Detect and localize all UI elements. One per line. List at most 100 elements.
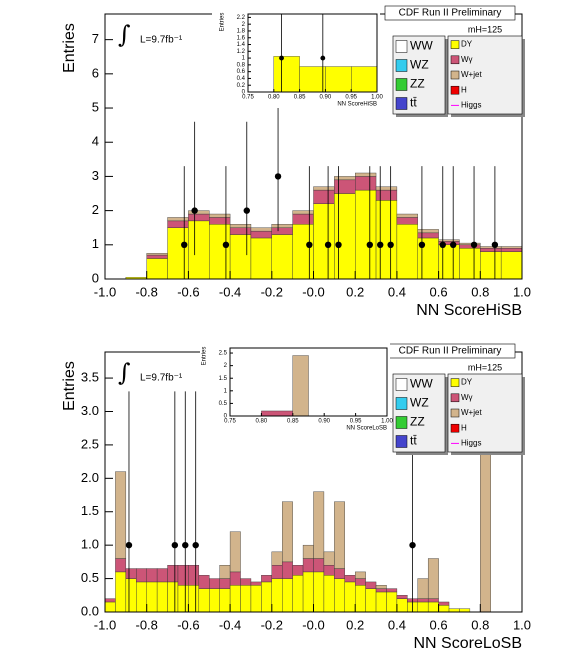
legend-label: Higgs bbox=[461, 439, 481, 448]
histogram-bar bbox=[302, 558, 314, 573]
x-tick-label: 0.85 bbox=[294, 95, 306, 101]
data-point bbox=[418, 241, 426, 249]
histogram-bar bbox=[313, 189, 335, 204]
legend-box bbox=[447, 35, 523, 115]
y-tick-label: 2.5 bbox=[219, 351, 228, 357]
histogram-bar bbox=[500, 248, 522, 252]
histogram-bar bbox=[459, 242, 481, 246]
x-tick-label: 0.6 bbox=[430, 284, 448, 299]
histogram-bar bbox=[427, 558, 439, 599]
histogram-bar bbox=[299, 66, 326, 92]
legend-swatch bbox=[450, 40, 460, 49]
y-tick-label: 0.5 bbox=[81, 570, 99, 585]
data-point bbox=[491, 241, 499, 249]
histogram-bar bbox=[344, 581, 356, 612]
histogram-bar bbox=[261, 581, 273, 612]
histogram-bar bbox=[459, 608, 471, 612]
x-tick-label: -0.4 bbox=[219, 617, 241, 632]
legend-swatch bbox=[450, 423, 460, 433]
histogram-bar bbox=[386, 591, 398, 612]
legend-label: Higgs bbox=[461, 101, 481, 110]
title-box bbox=[384, 5, 516, 21]
x-tick-label: 1.0 bbox=[513, 284, 531, 299]
histogram-bar bbox=[198, 588, 210, 612]
histogram-bar bbox=[177, 585, 189, 612]
histogram-bar bbox=[325, 66, 352, 92]
x-tick-label: 0.8 bbox=[471, 284, 489, 299]
histogram-bar bbox=[105, 601, 116, 612]
x-tick-label: 1.00 bbox=[371, 95, 383, 101]
histogram-bar bbox=[188, 565, 200, 586]
legend-swatch bbox=[450, 55, 460, 65]
legend-label: WZ bbox=[410, 396, 429, 410]
x-tick-label: -0.8 bbox=[135, 284, 157, 299]
x-axis-label: NN ScoreLoSB bbox=[414, 635, 523, 652]
histogram-bar bbox=[273, 56, 300, 92]
histogram-bar bbox=[375, 585, 387, 589]
histogram-bar bbox=[105, 598, 116, 603]
histogram-bar bbox=[417, 229, 439, 234]
legend-swatch bbox=[395, 40, 408, 53]
legend-label: W+jet bbox=[461, 408, 482, 417]
histogram-bar bbox=[229, 531, 241, 573]
histogram-bar bbox=[209, 588, 220, 612]
histogram-bar bbox=[355, 176, 377, 191]
data-point bbox=[243, 207, 250, 214]
y-tick-label: 1 bbox=[242, 56, 246, 62]
y-tick-label: 1.2 bbox=[237, 49, 246, 55]
histogram-bar bbox=[334, 578, 345, 612]
x-tick-label: -0.4 bbox=[219, 284, 241, 299]
histogram-bar bbox=[209, 578, 220, 589]
y-axis-label: Entries bbox=[61, 361, 78, 411]
x-tick-label: 0.90 bbox=[320, 95, 332, 101]
histogram-bar bbox=[323, 565, 335, 576]
histogram-bar bbox=[271, 227, 293, 235]
histogram-bar bbox=[323, 551, 335, 566]
histogram-bar bbox=[250, 237, 272, 279]
histogram-bar bbox=[334, 176, 356, 181]
x-tick-label: 0.95 bbox=[345, 95, 357, 101]
histogram-bar bbox=[209, 217, 231, 225]
y-tick-label: 0.5 bbox=[219, 401, 228, 407]
y-tick-label: 2.5 bbox=[81, 436, 99, 451]
legend-swatch bbox=[395, 59, 408, 72]
integral-sign: ∫ bbox=[118, 21, 131, 49]
histogram-bar bbox=[438, 605, 450, 612]
histogram-bar bbox=[427, 598, 439, 603]
histogram-bar bbox=[438, 244, 460, 279]
histogram-bar bbox=[282, 501, 293, 563]
histogram-bar bbox=[198, 575, 210, 589]
histogram-bar bbox=[115, 471, 127, 559]
histogram-bar bbox=[459, 248, 481, 279]
legend-label: WZ bbox=[410, 58, 429, 72]
legend-label: DY bbox=[461, 378, 473, 387]
histogram-bar bbox=[209, 224, 231, 279]
histogram-bar bbox=[292, 575, 304, 612]
histogram-bar bbox=[188, 213, 210, 222]
legend-label: Wγ bbox=[461, 393, 473, 402]
histogram-bar bbox=[302, 571, 314, 612]
chart-title: CDF Run II Preliminary bbox=[399, 346, 502, 357]
mass-label: mH=125 bbox=[468, 24, 502, 34]
histogram-bar bbox=[375, 189, 398, 201]
histogram-bar bbox=[229, 571, 241, 586]
y-axis-label: Entries bbox=[220, 13, 226, 32]
histogram-bar bbox=[334, 193, 356, 279]
data-point bbox=[279, 55, 284, 61]
histogram-bar bbox=[146, 258, 168, 279]
plot-frame bbox=[247, 13, 378, 93]
histogram-bar bbox=[209, 213, 231, 218]
y-tick-label: 3 bbox=[92, 168, 99, 183]
histogram-bar bbox=[219, 565, 231, 579]
legend-label: tt̄ bbox=[410, 434, 417, 448]
x-tick-label: -0.6 bbox=[177, 617, 199, 632]
x-tick-label: 0.2 bbox=[346, 617, 364, 632]
y-tick-label: 0 bbox=[242, 90, 246, 96]
histogram-bar bbox=[480, 246, 502, 249]
histogram-bar bbox=[229, 227, 252, 235]
y-tick-label: 1.5 bbox=[81, 503, 99, 518]
legend-label: Wγ bbox=[461, 55, 473, 64]
histogram-bar bbox=[396, 217, 418, 225]
data-point bbox=[306, 241, 313, 249]
